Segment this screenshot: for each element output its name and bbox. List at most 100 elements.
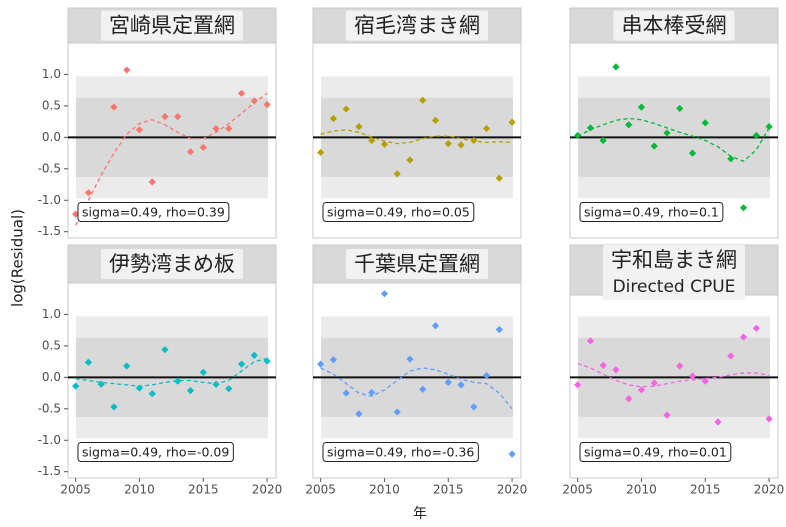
- point: [765, 123, 773, 131]
- point: [650, 142, 658, 150]
- points: [72, 346, 271, 411]
- points: [317, 290, 516, 458]
- point: [263, 357, 271, 365]
- point: [676, 104, 684, 113]
- point: [174, 112, 182, 121]
- point: [329, 356, 338, 364]
- point: [739, 333, 748, 341]
- panel-title: 宮崎県定置網: [109, 14, 235, 38]
- point: [368, 136, 376, 145]
- x-tick-label: 2015: [188, 483, 219, 497]
- point: [393, 408, 401, 416]
- point: [457, 141, 465, 149]
- point: [508, 118, 516, 126]
- point: [355, 123, 363, 131]
- point: [84, 358, 93, 366]
- point: [329, 114, 338, 123]
- point: [419, 385, 427, 393]
- annotation-box: [579, 442, 732, 462]
- point: [701, 377, 709, 385]
- x-tick-label: 2015: [690, 483, 721, 497]
- panel-title: 串本棒受網: [622, 14, 727, 38]
- point: [663, 129, 671, 137]
- point: [380, 290, 389, 298]
- point: [199, 368, 207, 376]
- point: [186, 386, 195, 395]
- point: [625, 121, 633, 129]
- y-tick-label: -0.5: [38, 161, 61, 175]
- point: [97, 380, 105, 388]
- panel-title: 宇和島まき網: [611, 248, 737, 272]
- point: [586, 337, 595, 345]
- y-tick-label: 0.5: [42, 98, 61, 112]
- points: [317, 96, 516, 182]
- point: [765, 415, 773, 423]
- point: [317, 360, 325, 368]
- point: [739, 204, 748, 212]
- annotation: sigma=0.49, rho=-0.36: [327, 445, 474, 460]
- point: [342, 389, 350, 397]
- point: [368, 388, 376, 397]
- x-axis-label: 年: [413, 506, 427, 522]
- point: [250, 97, 258, 105]
- y-tick-label: -1.5: [38, 224, 61, 238]
- y-tick-label: 0.0: [42, 130, 61, 144]
- point: [212, 124, 220, 133]
- annotation-box: [322, 202, 475, 222]
- smooth-line: [75, 92, 268, 226]
- point: [225, 385, 233, 393]
- point: [482, 371, 491, 380]
- point: [135, 126, 144, 134]
- y-tick-label: -0.5: [38, 401, 61, 415]
- point: [637, 103, 646, 111]
- smooth-line: [577, 362, 770, 388]
- point: [676, 362, 684, 370]
- annotation-box: [322, 442, 479, 462]
- point: [714, 418, 722, 426]
- panel-title: 伊勢湾まめ板: [109, 252, 235, 276]
- point: [586, 124, 595, 132]
- point: [250, 351, 258, 359]
- smooth-line: [577, 117, 770, 163]
- point: [380, 140, 389, 148]
- point: [225, 124, 233, 133]
- point: [625, 395, 633, 403]
- point: [637, 386, 646, 394]
- point: [612, 366, 620, 374]
- annotation-box: [77, 202, 230, 222]
- annotation: sigma=0.49, rho=0.1: [584, 205, 719, 220]
- title-box: [346, 249, 488, 279]
- point: [72, 382, 80, 390]
- point: [482, 124, 491, 133]
- y-tick-label: 0.0: [42, 370, 61, 384]
- point: [110, 103, 118, 111]
- annotation: sigma=0.49, rho=0.05: [327, 205, 470, 220]
- point: [495, 325, 503, 334]
- points: [72, 66, 271, 218]
- point: [72, 210, 80, 218]
- smooth-line: [320, 367, 513, 410]
- point: [237, 360, 246, 368]
- smooth-line: [320, 129, 513, 145]
- point: [84, 189, 93, 197]
- point: [263, 101, 271, 109]
- point: [186, 148, 195, 156]
- title-box: [613, 10, 735, 41]
- points: [574, 63, 773, 212]
- point: [574, 131, 582, 140]
- title-box: [101, 10, 243, 41]
- title-box: [603, 245, 745, 300]
- x-tick-label: 2020: [497, 483, 528, 497]
- point: [727, 352, 735, 360]
- y-tick-label: -1.0: [38, 433, 61, 447]
- point: [752, 131, 760, 140]
- point: [431, 322, 440, 330]
- point: [508, 450, 516, 458]
- annotation: sigma=0.49, rho=0.39: [82, 205, 225, 220]
- y-tick-label: 1.0: [42, 67, 61, 81]
- point: [457, 381, 465, 389]
- annotation-box: [579, 202, 724, 222]
- annotation: sigma=0.49, rho=-0.09: [82, 445, 229, 460]
- point: [752, 324, 760, 332]
